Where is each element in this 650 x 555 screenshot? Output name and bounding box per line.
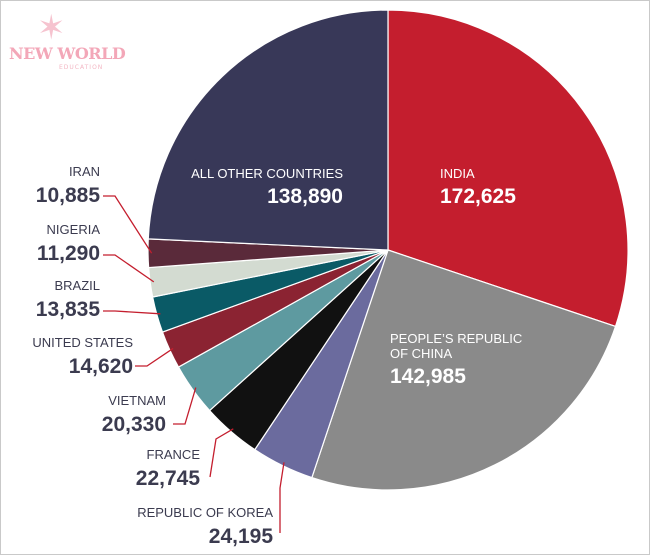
leader-line-france [209, 428, 234, 478]
slice-value-all-other-countries: 138,890 [267, 185, 343, 208]
leader-line-vietnam [173, 387, 197, 425]
slice-value-united-states: 14,620 [69, 355, 133, 378]
slice-label-nigeria: NIGERIA [47, 222, 101, 237]
slice-value-people-s-republic-of-china: 142,985 [390, 365, 466, 388]
leader-line-united-states [135, 347, 174, 367]
slice-value-india: 172,625 [440, 185, 516, 208]
slice-label-people-s-republic-of-china-line1: PEOPLE’S REPUBLIC [390, 331, 522, 346]
pie-slice-people-s-republic-of-china [311, 249, 617, 491]
slice-label-all-other-countries: ALL OTHER COUNTRIES [191, 166, 343, 181]
slice-value-republic-of-korea: 24,195 [209, 525, 274, 548]
slice-value-iran: 10,885 [36, 184, 101, 207]
slice-label-india: INDIA [440, 166, 475, 181]
pie-slice-all-other-countries [147, 9, 389, 251]
logo-subtitle: EDUCATION [59, 64, 104, 71]
slice-label-people-s-republic-of-china-line2: OF CHINA [390, 346, 452, 361]
new-world-education-logo: ✶ NEW WORLD EDUCATION [7, 8, 126, 73]
slice-label-france: FRANCE [147, 447, 201, 462]
slice-label-united-states: UNITED STATES [32, 335, 133, 350]
leader-line-iran [103, 195, 153, 254]
slice-value-brazil: 13,835 [36, 298, 101, 321]
slice-label-republic-of-korea: REPUBLIC OF KOREA [137, 505, 273, 520]
slice-value-nigeria: 11,290 [37, 242, 100, 265]
slice-label-iran: IRAN [69, 164, 100, 179]
leader-line-republic-of-korea [279, 462, 285, 533]
slice-value-vietnam: 20,330 [102, 413, 166, 436]
slice-label-vietnam: VIETNAM [108, 393, 166, 408]
logo-title: NEW WORLD [9, 44, 126, 63]
star-person-icon: ✶ [37, 8, 66, 48]
leader-line-nigeria [103, 254, 155, 283]
leader-line-brazil [103, 310, 161, 315]
slice-label-brazil: BRAZIL [54, 278, 100, 293]
slice-value-france: 22,745 [136, 467, 201, 490]
pie-slice-india [387, 9, 629, 328]
